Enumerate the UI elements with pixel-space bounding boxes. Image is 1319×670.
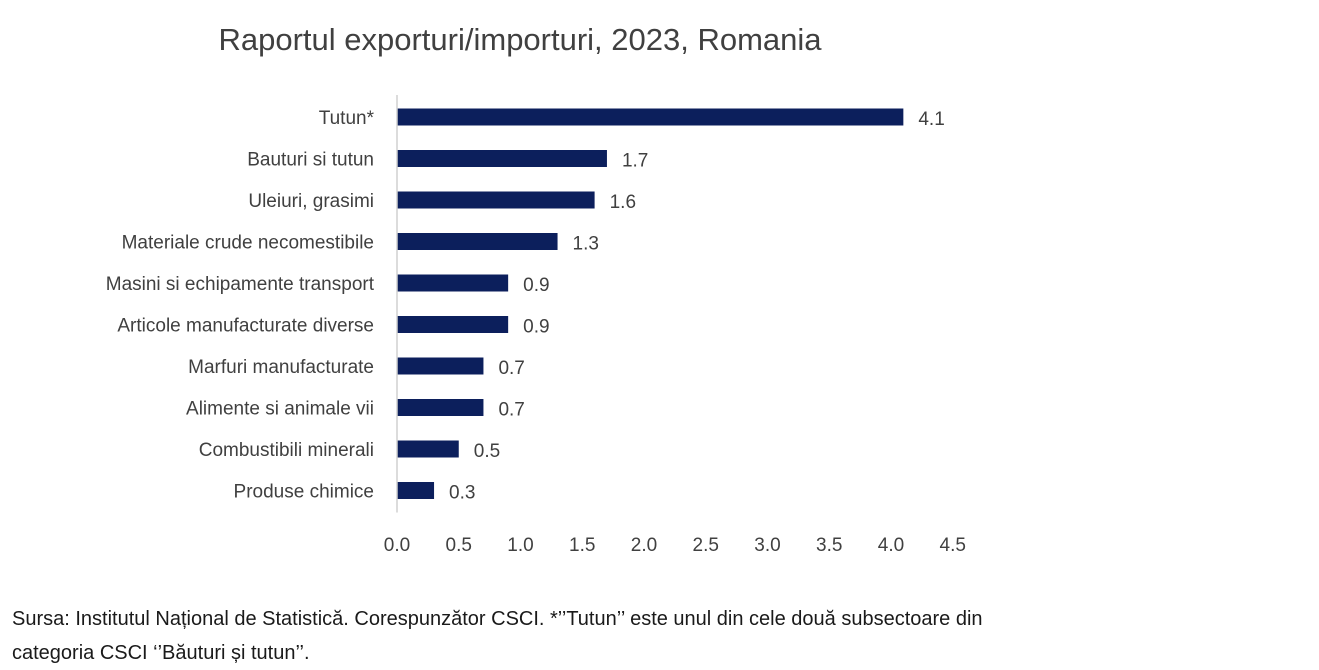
category-label: Combustibili minerali (199, 440, 374, 461)
value-label: 0.7 (498, 400, 524, 421)
x-tick-label: 4.5 (940, 535, 966, 556)
category-label: Uleiuri, grasimi (248, 191, 374, 212)
x-tick-label: 2.0 (631, 535, 657, 556)
value-label: 0.3 (449, 483, 475, 504)
source-line-1: Sursa: Institutul Național de Statistică… (12, 608, 983, 630)
x-tick-label: 0.0 (384, 535, 410, 556)
x-tick-label: 4.0 (878, 535, 904, 556)
value-label: 0.9 (523, 275, 549, 296)
source-note: Sursa: Institutul Național de Statistică… (12, 602, 1302, 670)
category-labels: Tutun* Bauturi si tutun Uleiuri, grasimi Ma… (106, 108, 375, 503)
bar (397, 357, 484, 375)
category-label: Bauturi si tutun (247, 150, 374, 171)
category-label: Articole manufacturate diverse (117, 316, 374, 337)
x-axis-ticks: 0.0 0.5 1.0 1.5 2.0 2.5 3.0 3.5 4.0 4.5 (384, 535, 966, 556)
x-tick-label: 1.5 (569, 535, 595, 556)
value-label: 4.1 (918, 109, 944, 130)
value-labels: 4.1 1.7 1.6 1.3 0.9 0.9 0.7 0.7 0.5 0.3 (449, 109, 945, 504)
bar (397, 482, 435, 499)
chart-title: Raportul exporturi/importuri, 2023, Roma… (218, 22, 822, 57)
value-label: 1.3 (573, 234, 599, 255)
bar-chart: Tutun* Bauturi si tutun Uleiuri, grasimi Ma… (106, 95, 966, 556)
bar (397, 399, 484, 416)
bar (397, 316, 509, 333)
bar (397, 108, 904, 126)
x-tick-label: 3.0 (754, 535, 780, 556)
value-label: 1.7 (622, 151, 648, 172)
x-tick-label: 2.5 (693, 535, 719, 556)
value-label: 0.5 (474, 441, 500, 462)
x-tick-label: 3.5 (816, 535, 842, 556)
bar (397, 150, 607, 167)
bar (397, 440, 459, 458)
source-line-2: categoria CSCI ‘’Băuturi și tutun’’. (12, 642, 310, 664)
bars-group (397, 108, 904, 499)
category-label: Tutun* (319, 108, 375, 129)
category-label: Masini si echipamente transport (106, 274, 375, 295)
value-label: 1.6 (610, 192, 636, 213)
x-tick-label: 1.0 (507, 535, 533, 556)
value-label: 0.7 (498, 358, 524, 379)
bar (397, 233, 558, 250)
x-tick-label: 0.5 (446, 535, 472, 556)
bar (397, 191, 595, 209)
bar (397, 274, 509, 292)
value-label: 0.9 (523, 317, 549, 338)
category-label: Materiale crude necomestibile (122, 233, 374, 254)
category-label: Alimente si animale vii (186, 399, 374, 420)
category-label: Marfuri manufacturate (188, 357, 374, 378)
category-label: Produse chimice (234, 482, 374, 503)
